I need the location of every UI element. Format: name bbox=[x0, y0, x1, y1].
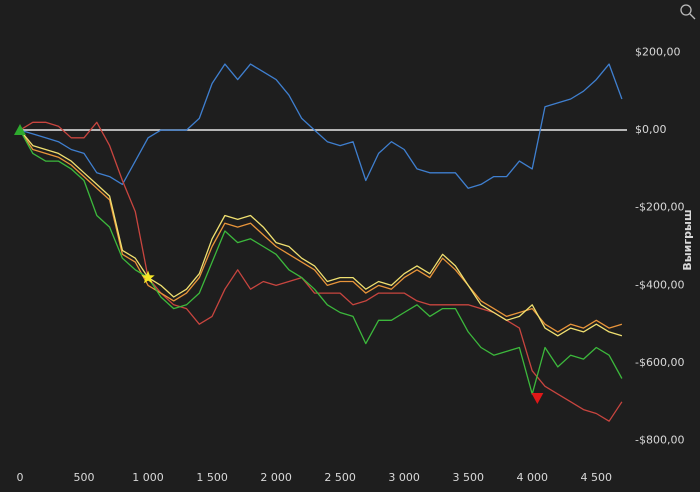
marker bbox=[14, 124, 26, 136]
x-tick-label: 4 500 bbox=[581, 471, 613, 484]
x-tick-label: 4 000 bbox=[516, 471, 548, 484]
y-tick-label: -$600,00 bbox=[635, 356, 684, 369]
x-tick-label: 1 000 bbox=[132, 471, 164, 484]
zoom-icon[interactable] bbox=[680, 4, 696, 20]
x-tick-label: 1 500 bbox=[196, 471, 228, 484]
series-line bbox=[19, 121, 623, 422]
x-tick-label: 500 bbox=[74, 471, 95, 484]
x-tick-label: 3 000 bbox=[388, 471, 420, 484]
x-tick-label: 2 000 bbox=[260, 471, 292, 484]
y-tick-label: $0,00 bbox=[635, 123, 667, 136]
y-tick-label: -$200,00 bbox=[635, 201, 684, 214]
y-tick-label: -$400,00 bbox=[635, 278, 684, 291]
x-tick-label: 0 bbox=[17, 471, 24, 484]
y-tick-label: -$800,00 bbox=[635, 434, 684, 447]
y-tick-label: $200,00 bbox=[635, 45, 681, 58]
series-line bbox=[19, 129, 623, 333]
marker bbox=[531, 392, 544, 404]
series-line bbox=[19, 129, 623, 395]
series-line bbox=[19, 63, 623, 189]
series-line bbox=[19, 129, 623, 337]
y-axis-label: Выигрыш bbox=[681, 209, 694, 270]
marker bbox=[141, 270, 155, 284]
x-tick-label: 2 500 bbox=[324, 471, 356, 484]
x-tick-label: 3 500 bbox=[452, 471, 484, 484]
